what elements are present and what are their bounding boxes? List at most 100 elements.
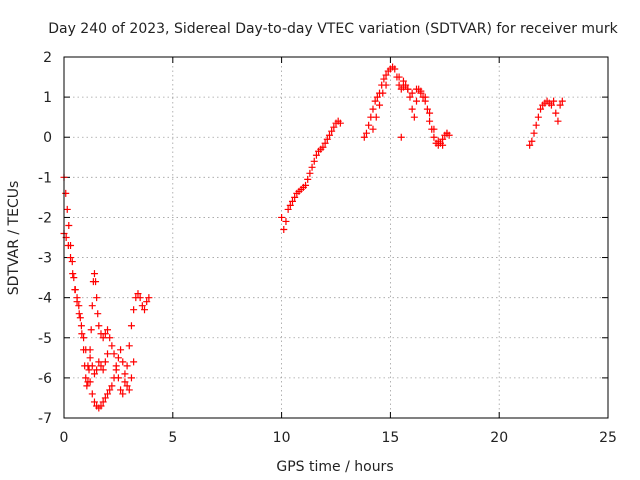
data-point [73, 298, 81, 306]
data-point [526, 141, 534, 149]
data-point [88, 302, 96, 310]
data-point [417, 87, 425, 95]
data-point [321, 139, 329, 147]
data-point [69, 270, 77, 278]
data-point [99, 334, 107, 342]
data-point [65, 221, 73, 229]
y-tick-label: 2 [43, 50, 52, 66]
y-tick-label: 1 [43, 90, 52, 106]
y-tick-label: -1 [38, 170, 52, 186]
data-point [408, 105, 416, 113]
data-point [77, 322, 85, 330]
data-point [547, 101, 555, 109]
data-point [110, 374, 118, 382]
data-point [127, 322, 135, 330]
data-point [95, 358, 103, 366]
data-point [376, 101, 384, 109]
data-point [410, 113, 418, 121]
data-point [537, 105, 545, 113]
data-point [108, 382, 116, 390]
data-point [306, 169, 314, 177]
data-point [83, 382, 91, 390]
data-point [90, 398, 98, 406]
data-point [93, 366, 101, 374]
data-point [141, 306, 149, 314]
data-point [101, 330, 109, 338]
data-point [90, 270, 98, 278]
data-point [63, 205, 71, 213]
data-point [125, 386, 133, 394]
data-point [556, 101, 564, 109]
axis-ticks: 0 5 10 15 20 25 -7 -6 -5 -4 -3 -2 -1 0 1 2 [38, 50, 617, 446]
data-point [373, 93, 381, 101]
data-point [395, 73, 403, 81]
data-point [323, 135, 331, 143]
data-point [86, 378, 94, 386]
data-point [288, 197, 296, 205]
data-point [360, 133, 368, 141]
data-point [78, 330, 86, 338]
data-point [395, 81, 403, 89]
data-point [328, 127, 336, 135]
data-point [391, 65, 399, 73]
data-point [114, 354, 122, 362]
x-tick-label: 20 [490, 430, 508, 446]
y-tick-label: -4 [38, 291, 52, 307]
data-point [90, 370, 98, 378]
data-point [143, 298, 151, 306]
data-point [369, 125, 377, 133]
x-tick-label: 10 [273, 430, 291, 446]
data-point [62, 189, 70, 197]
data-point [76, 314, 84, 322]
data-point [104, 350, 112, 358]
data-point [286, 201, 294, 209]
data-point [123, 382, 131, 390]
data-point [426, 109, 434, 117]
data-point [71, 286, 79, 294]
y-tick-label: -5 [38, 331, 52, 347]
data-point [399, 77, 407, 85]
data-point [426, 117, 434, 125]
data-point [130, 306, 138, 314]
data-point [104, 326, 112, 334]
data-point [379, 89, 387, 97]
data-point [421, 93, 429, 101]
data-point [413, 97, 421, 105]
data-point [106, 386, 114, 394]
data-point [371, 97, 379, 105]
data-point [82, 374, 90, 382]
data-point [110, 350, 118, 358]
data-point [312, 151, 320, 159]
data-point [119, 390, 127, 398]
data-point [92, 278, 100, 286]
data-point [99, 366, 107, 374]
data-point [134, 290, 142, 298]
data-point [558, 97, 566, 105]
data-point [430, 125, 438, 133]
data-point [117, 386, 125, 394]
data-point [402, 81, 410, 89]
data-point [101, 394, 109, 402]
data-point [408, 89, 416, 97]
data-point [80, 334, 88, 342]
data-point [97, 362, 105, 370]
data-point [406, 93, 414, 101]
data-point [75, 302, 83, 310]
data-point [372, 113, 380, 121]
x-tick-label: 5 [168, 430, 177, 446]
data-point [552, 109, 560, 117]
data-point [119, 358, 127, 366]
data-point [125, 342, 133, 350]
x-tick-label: 25 [599, 430, 617, 446]
data-point [130, 358, 138, 366]
data-point [534, 113, 542, 121]
data-point [319, 143, 327, 151]
data-point [310, 157, 318, 165]
data-point [93, 294, 101, 302]
data-point [304, 175, 312, 183]
data-point [439, 135, 447, 143]
x-tick-label: 0 [60, 430, 69, 446]
data-point [70, 274, 78, 282]
data-point [101, 358, 109, 366]
